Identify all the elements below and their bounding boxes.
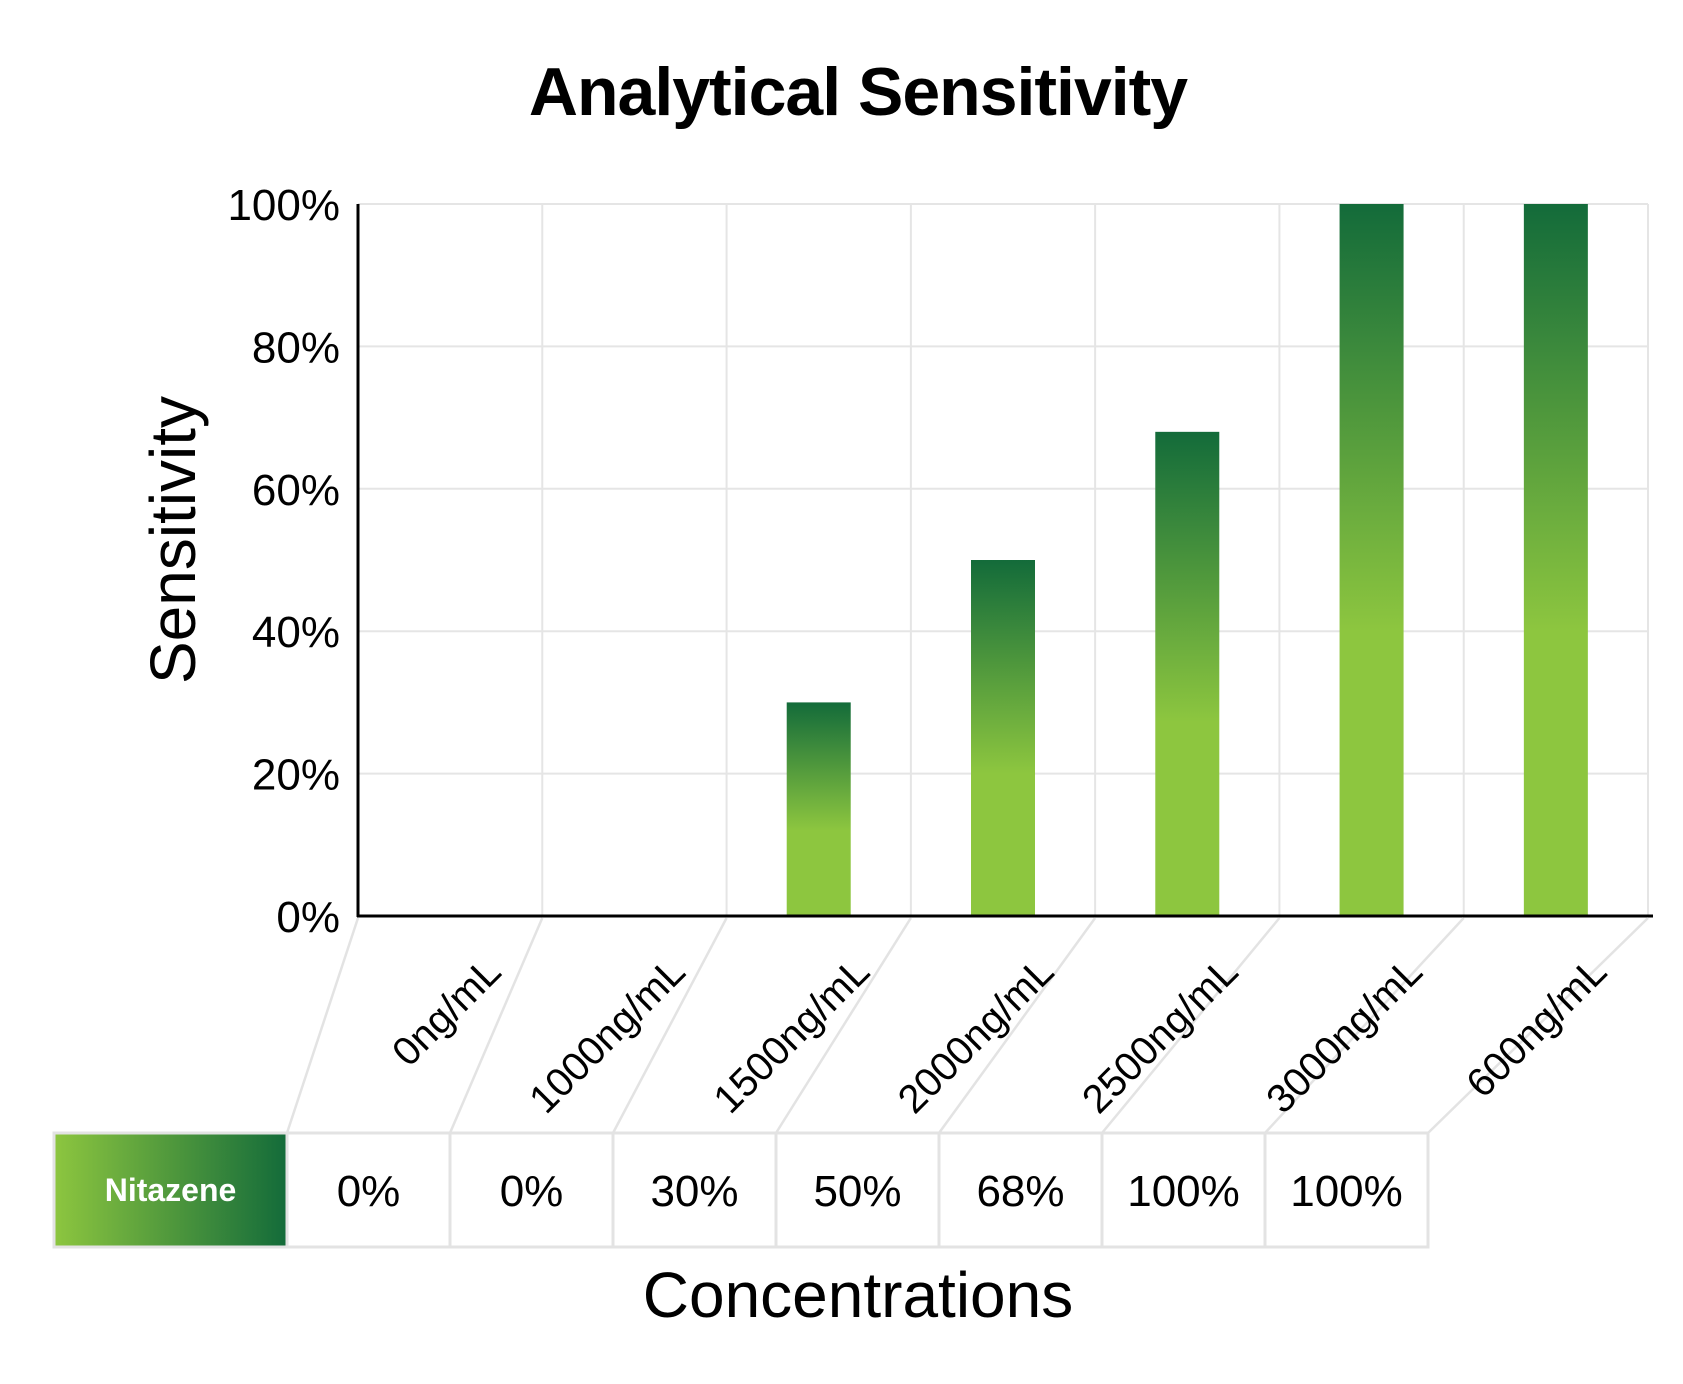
- grid-lines: [358, 203, 1649, 916]
- table-cell: [1100, 1131, 1267, 1249]
- x-tick-label: 2000ng/mL: [890, 949, 1063, 1122]
- data-table: Nitazene 0% 0% 30% 50% 68% 100% 100%: [52, 1131, 1430, 1249]
- bar-2000ng/mL: [971, 560, 1035, 916]
- category-guide-line: [937, 917, 1097, 1134]
- table-cell-value: 0%: [337, 1167, 401, 1216]
- x-tick-label: 3000ng/mL: [1258, 949, 1431, 1122]
- table-cell: [1263, 1131, 1430, 1249]
- table-cell: [774, 1131, 941, 1249]
- table-cell-value: 100%: [1127, 1167, 1240, 1216]
- category-guide-line: [1101, 917, 1281, 1134]
- x-tick-label: 600ng/mL: [1458, 949, 1615, 1106]
- y-axis-label: Sensitivity: [137, 396, 209, 684]
- table-cell-value: 30%: [650, 1167, 738, 1216]
- bar-2500ng/mL: [1155, 431, 1220, 916]
- y-tick-label: 40%: [252, 608, 340, 657]
- series-legend-swatch: [52, 1131, 289, 1249]
- table-cell-value: 100%: [1290, 1167, 1403, 1216]
- table-cell: [937, 1131, 1104, 1249]
- x-axis-label: Concentrations: [643, 1259, 1073, 1331]
- category-guide-line: [774, 917, 912, 1134]
- category-guide-line: [1264, 917, 1465, 1134]
- bars: [786, 204, 1588, 916]
- bar-3000ng/mL: [1339, 204, 1404, 916]
- y-tick-label: 60%: [252, 466, 340, 515]
- table-cell: [285, 1131, 452, 1249]
- table-cell-value: 0%: [500, 1167, 564, 1216]
- y-tick-labels: 0% 20% 40% 60% 80% 100%: [227, 181, 340, 942]
- x-tick-label: 1000ng/mL: [521, 949, 694, 1122]
- bar-600ng/mL: [1523, 204, 1588, 916]
- x-tick-label: 2500ng/mL: [1074, 949, 1247, 1122]
- bar-1500ng/mL: [786, 702, 851, 916]
- y-tick-label: 100%: [227, 181, 340, 230]
- category-guide-line: [448, 917, 544, 1134]
- axes: [356, 204, 1653, 918]
- table-cell: [611, 1131, 778, 1249]
- y-tick-label: 80%: [252, 323, 340, 372]
- y-tick-label: 20%: [252, 751, 340, 800]
- x-tick-label: 1500ng/mL: [705, 949, 878, 1122]
- table-cell-value: 50%: [813, 1167, 901, 1216]
- category-guide-line: [1427, 917, 1649, 1134]
- category-guide-line: [285, 917, 360, 1134]
- table-cell: [448, 1131, 615, 1249]
- category-guide-line: [611, 917, 728, 1134]
- y-tick-label: 0%: [276, 893, 340, 942]
- x-tick-label: 0ng/mL: [384, 949, 509, 1074]
- x-tick-labels: 0ng/mL 1000ng/mL 1500ng/mL 2000ng/mL 2500ng/…: [384, 949, 1615, 1122]
- series-name: Nitazene: [105, 1172, 237, 1208]
- category-guides: [285, 917, 1649, 1134]
- chart-title: Analytical Sensitivity: [529, 54, 1188, 130]
- table-cell-value: 68%: [976, 1167, 1064, 1216]
